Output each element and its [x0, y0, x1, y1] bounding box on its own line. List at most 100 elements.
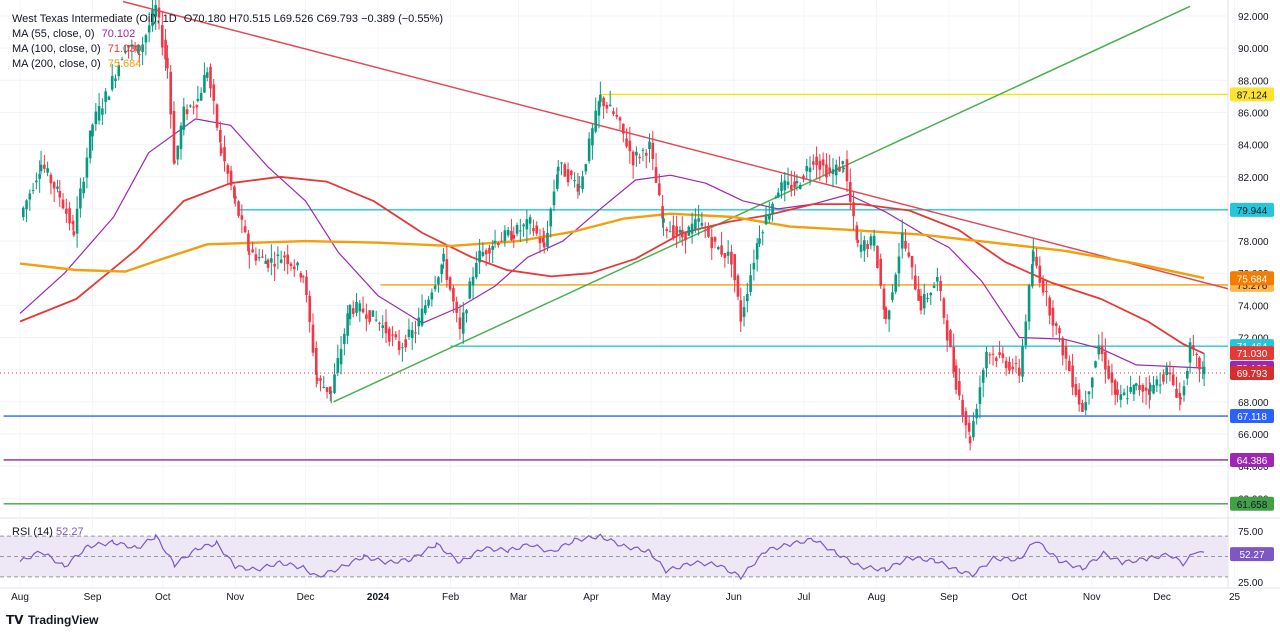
candle-body	[954, 365, 958, 390]
candle-body	[919, 295, 923, 311]
level-badge: 87.124	[1237, 90, 1268, 101]
candle-body	[1171, 374, 1175, 386]
candle-body	[926, 297, 929, 299]
candle-body	[631, 151, 635, 166]
candle-body	[831, 169, 835, 174]
candle-body	[292, 266, 296, 270]
price-badge-bg	[1230, 271, 1274, 286]
candle-body	[1097, 345, 1101, 355]
candle-body	[1132, 384, 1136, 395]
time-tick-label: Apr	[583, 592, 599, 603]
candle-body	[365, 314, 368, 319]
candle-body	[299, 273, 303, 278]
ohlc-values: O70.180 H70.515 L69.526 C69.793 −0.389 (…	[183, 13, 444, 25]
candle-body	[949, 330, 952, 348]
time-tick-label: Dec	[297, 592, 315, 603]
candle-body	[1074, 384, 1078, 396]
candle-body	[381, 325, 385, 328]
candle-body	[336, 358, 340, 373]
candle-body	[687, 226, 691, 236]
candle-body	[742, 307, 746, 317]
candle-body	[130, 44, 134, 47]
candle-body	[608, 104, 612, 107]
candle-body	[248, 253, 251, 255]
candle-body	[315, 377, 319, 381]
candle-body	[793, 181, 796, 188]
candle-body	[1168, 372, 1172, 375]
candle-body	[713, 237, 717, 242]
candle-body	[828, 167, 831, 173]
candle-body	[739, 300, 743, 322]
candle-body	[166, 57, 169, 69]
candle-body	[720, 245, 723, 255]
candle-body	[929, 292, 933, 296]
candle-body	[407, 329, 411, 337]
level-badge: 64.386	[1237, 456, 1268, 467]
candle-body	[88, 130, 92, 159]
candle-body	[378, 322, 381, 324]
candle-body	[1122, 392, 1126, 396]
candle-body	[680, 230, 684, 238]
candle-body	[192, 106, 195, 108]
candle-body	[612, 111, 615, 115]
candle-body	[195, 105, 199, 108]
candle-body	[975, 408, 978, 419]
candle-body	[1198, 357, 1201, 370]
candle-body	[991, 353, 995, 355]
candle-body	[512, 234, 516, 239]
candle-body	[625, 138, 628, 147]
candle-body	[675, 226, 678, 235]
candle-body	[672, 225, 675, 238]
candle-body	[834, 164, 838, 176]
price-badge-bg	[1230, 366, 1274, 381]
candle-body	[668, 231, 672, 233]
candle-body	[1126, 398, 1129, 400]
candle-body	[65, 208, 68, 214]
candle-body	[662, 218, 665, 223]
candle-body	[761, 232, 765, 234]
candle-body	[219, 129, 222, 143]
candle-body	[289, 263, 293, 266]
candle-body	[904, 240, 907, 249]
candle-body	[570, 170, 573, 175]
candle-body	[325, 387, 329, 392]
candle-body	[597, 101, 601, 116]
candle-body	[519, 230, 522, 232]
candle-body	[276, 254, 280, 257]
candle-body	[922, 293, 926, 309]
rsi-badge-bg	[1230, 547, 1274, 562]
candle-body	[247, 233, 250, 252]
candle-body	[825, 164, 828, 178]
candle-body	[458, 317, 462, 330]
candle-body	[532, 227, 535, 232]
candle-body	[733, 254, 736, 281]
level-badge-bg	[1230, 202, 1274, 217]
candle-body	[1094, 361, 1097, 368]
candle-body	[38, 173, 41, 179]
candle-body	[1001, 353, 1005, 358]
candle-body	[196, 98, 200, 101]
candle-body	[1113, 380, 1117, 395]
candle-body	[726, 251, 730, 256]
tradingview-brand[interactable]: 𝗧𝗩 TradingView	[6, 613, 98, 627]
candle-body	[72, 231, 76, 236]
candle-body	[981, 370, 985, 383]
ma200-label: MA (200, close, 0)	[12, 58, 101, 70]
candle-body	[82, 181, 85, 194]
candle-body	[270, 258, 273, 263]
candle-body	[1192, 345, 1195, 350]
price-tick-label: 82.000	[1238, 173, 1269, 184]
tradingview-logo-icon: 𝗧𝗩	[6, 613, 24, 627]
candle-body	[226, 165, 230, 174]
candle-body	[1104, 351, 1107, 370]
time-tick-label: Sep	[84, 592, 102, 603]
time-tick-label: Sep	[940, 592, 958, 603]
candle-body	[768, 214, 771, 220]
candle-body	[21, 207, 25, 218]
candle-body	[223, 146, 226, 162]
candle-body	[882, 288, 886, 310]
candle-body	[958, 381, 961, 396]
candle-body	[427, 299, 430, 306]
candle-body	[500, 240, 503, 242]
